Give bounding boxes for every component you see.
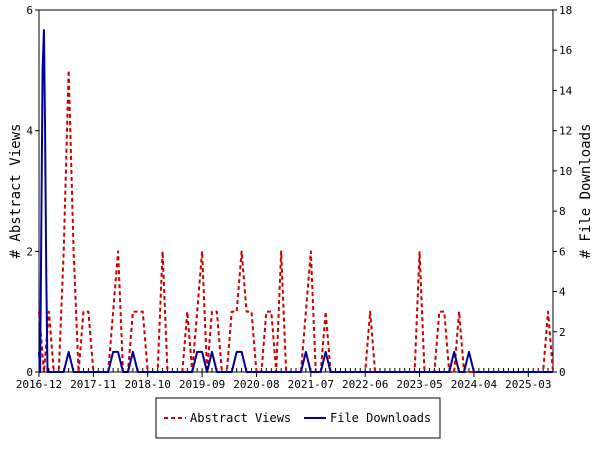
legend-label-abstract-views: Abstract Views (190, 411, 291, 425)
y-right-tick-label: 8 (559, 205, 566, 218)
x-tick-label: 2024-04 (451, 378, 498, 391)
y-left-axis-ticks: 0 2 4 6 (26, 4, 39, 379)
y-right-tick-label: 6 (559, 245, 566, 258)
y-right-tick-label: 0 (559, 366, 566, 379)
y-right-tick-label: 10 (559, 165, 572, 178)
y-right-axis-ticks: 0 2 4 6 8 10 12 14 16 18 (553, 4, 573, 379)
series-line-file-downloads (38, 29, 553, 373)
legend-box (155, 397, 441, 439)
y-right-axis-title: # File Downloads (578, 124, 594, 259)
x-tick-label: 2016-12 (16, 378, 62, 391)
y-left-axis-title: # Abstract Views (8, 124, 24, 259)
y-right-tick-label: 18 (559, 4, 572, 17)
y-left-tick-label: 0 (26, 366, 33, 379)
x-tick-label: 2018-10 (125, 378, 171, 391)
x-axis-ticks: 2016-12 2017-11 2018-10 2019-09 2020-08 2021-… (16, 372, 551, 391)
x-tick-label: 2017-11 (70, 378, 116, 391)
y-right-tick-label: 4 (559, 286, 566, 299)
x-tick-label: 2021-07 (288, 378, 334, 391)
y-right-tick-label: 16 (559, 44, 572, 57)
x-tick-label: 2019-09 (179, 378, 225, 391)
y-left-tick-label: 2 (26, 245, 33, 258)
y-right-tick-label: 14 (559, 84, 573, 97)
y-right-tick-label: 2 (559, 326, 566, 339)
plot-area (38, 9, 554, 373)
legend-label-file-downloads: File Downloads (330, 411, 431, 425)
legend: Abstract Views File Downloads (155, 397, 441, 439)
series-layer (38, 29, 554, 373)
y-right-tick-label: 12 (559, 125, 572, 138)
y-left-tick-label: 4 (26, 125, 33, 138)
x-tick-label: 2023-05 (396, 378, 442, 391)
x-tick-label: 2020-08 (233, 378, 279, 391)
x-tick-label: 2022-06 (342, 378, 388, 391)
x-tick-label: 2025-03 (505, 378, 551, 391)
y-left-tick-label: 6 (26, 4, 33, 17)
